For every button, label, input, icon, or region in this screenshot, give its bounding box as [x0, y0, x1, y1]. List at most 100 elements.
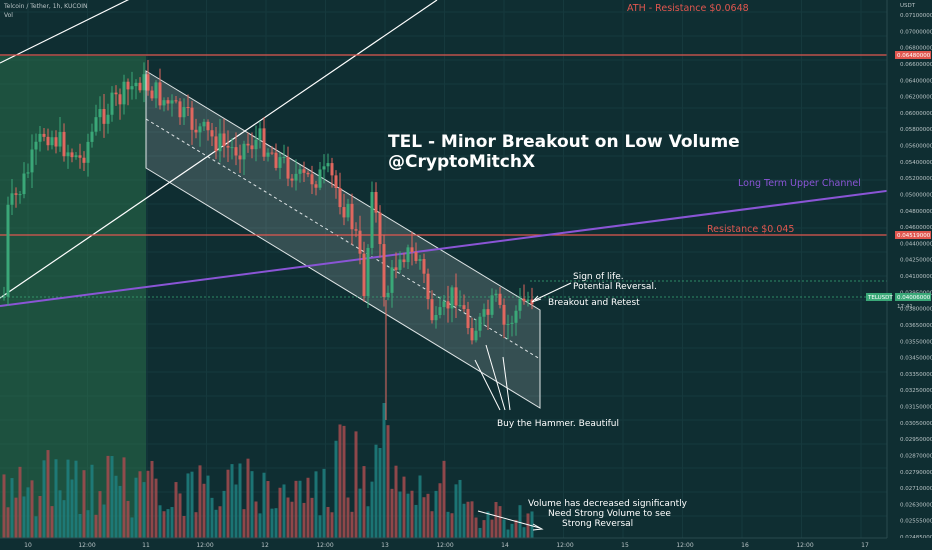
symbol-line: Telcoin / Tether, 1h, KUCOIN [4, 3, 88, 10]
x-tick-label: 10 [24, 542, 32, 549]
volume-bar [406, 493, 410, 538]
candle-body [10, 193, 14, 205]
candle-body [174, 100, 178, 102]
volume-bar [14, 497, 18, 538]
channel-midline [145, 118, 541, 360]
volume-bar [350, 511, 354, 538]
x-tick-label: 12:00 [196, 542, 213, 549]
volume-bar [334, 440, 338, 538]
volume-bar [30, 480, 34, 538]
volume-bar [466, 501, 470, 538]
volume-bar [22, 496, 26, 538]
volume-bar [126, 500, 130, 538]
volume-bar [462, 503, 466, 538]
candle-body [346, 203, 350, 218]
volume-bar [258, 513, 262, 538]
volume-bar [302, 502, 306, 538]
volume-bar [206, 475, 210, 538]
x-tick-label: 15 [621, 542, 629, 549]
candle-body [330, 163, 334, 176]
time-axis-panel [0, 538, 932, 550]
candle-body [410, 247, 414, 253]
candle-body [518, 298, 522, 311]
volume-bars [2, 403, 534, 538]
candle-body [498, 293, 502, 305]
candle-body [246, 143, 250, 146]
volume-bar [494, 502, 498, 538]
candle-body [438, 307, 442, 316]
x-tick-label: 12 [261, 542, 269, 549]
candle-body [62, 131, 66, 157]
volume-bar [298, 480, 302, 538]
x-tick-label: 14 [501, 542, 509, 549]
candle-body [514, 310, 518, 323]
candle-body [46, 136, 50, 146]
arrow-hammer-3 [502, 356, 511, 411]
y-tick-label: 0.04250000 [900, 258, 932, 264]
volume-bar [526, 513, 530, 538]
candle-body [250, 145, 254, 150]
y-tick-label: 0.03550000 [900, 339, 932, 345]
volume-bar [142, 482, 146, 538]
candle-body [114, 92, 118, 95]
candle-body [478, 316, 482, 331]
volume-bar [198, 465, 202, 538]
candle-body [258, 128, 262, 140]
volume-bar [362, 466, 366, 538]
volume-bar [414, 504, 418, 538]
candle-body [178, 101, 182, 118]
candle-body [526, 299, 530, 302]
candle-body [274, 152, 278, 168]
candle-body [226, 145, 230, 148]
candle-body [414, 252, 418, 261]
candle-body [402, 259, 406, 263]
volume-bar [178, 493, 182, 538]
volume-bar [6, 507, 10, 538]
candle-body [434, 315, 438, 321]
candle-body [450, 287, 454, 309]
candle-body [22, 173, 26, 195]
volume-bar [342, 425, 346, 538]
candle-body [302, 169, 306, 173]
volume-bar [390, 488, 394, 538]
candle-body [238, 155, 242, 160]
y-tick-label: 0.02790000 [900, 470, 932, 476]
candle-body [222, 133, 226, 146]
y-tick-label: 0.06400000 [900, 78, 932, 84]
volume-bar [58, 490, 62, 538]
strong-reversal-label: Strong Reversal [562, 519, 634, 529]
y-tick-label: 0.04400000 [900, 241, 932, 247]
volume-bar [442, 460, 446, 538]
volume-bar [330, 512, 334, 538]
candle-body [98, 109, 102, 118]
candle-body [314, 184, 318, 188]
current-price-badge-bg [895, 293, 931, 301]
sign-of-life-label: Sign of life. [573, 272, 624, 282]
candle-body [366, 247, 370, 297]
volume-bar [522, 527, 526, 538]
volume-bar [218, 506, 222, 538]
candle-body [18, 194, 22, 196]
volume-bar [346, 497, 350, 538]
volume-bar [502, 519, 506, 538]
candle-body [90, 131, 94, 142]
volume-bar [222, 490, 226, 538]
candle-body [494, 293, 498, 296]
volume-bar [458, 479, 462, 538]
arrow-hammer-1 [474, 359, 501, 411]
volume-bar [438, 483, 442, 538]
volume-bar [230, 464, 234, 538]
volume-bar [482, 520, 486, 538]
volume-bar [138, 471, 142, 538]
volume-bar [486, 511, 490, 538]
candle-body [506, 323, 510, 325]
candle-body [38, 133, 42, 142]
candle-body [30, 149, 34, 173]
candle-body [298, 169, 302, 174]
x-tick-label: 12:00 [78, 542, 95, 549]
candle-body [242, 143, 246, 160]
volume-bar [134, 477, 138, 538]
x-tick-label: 12:00 [556, 542, 573, 549]
